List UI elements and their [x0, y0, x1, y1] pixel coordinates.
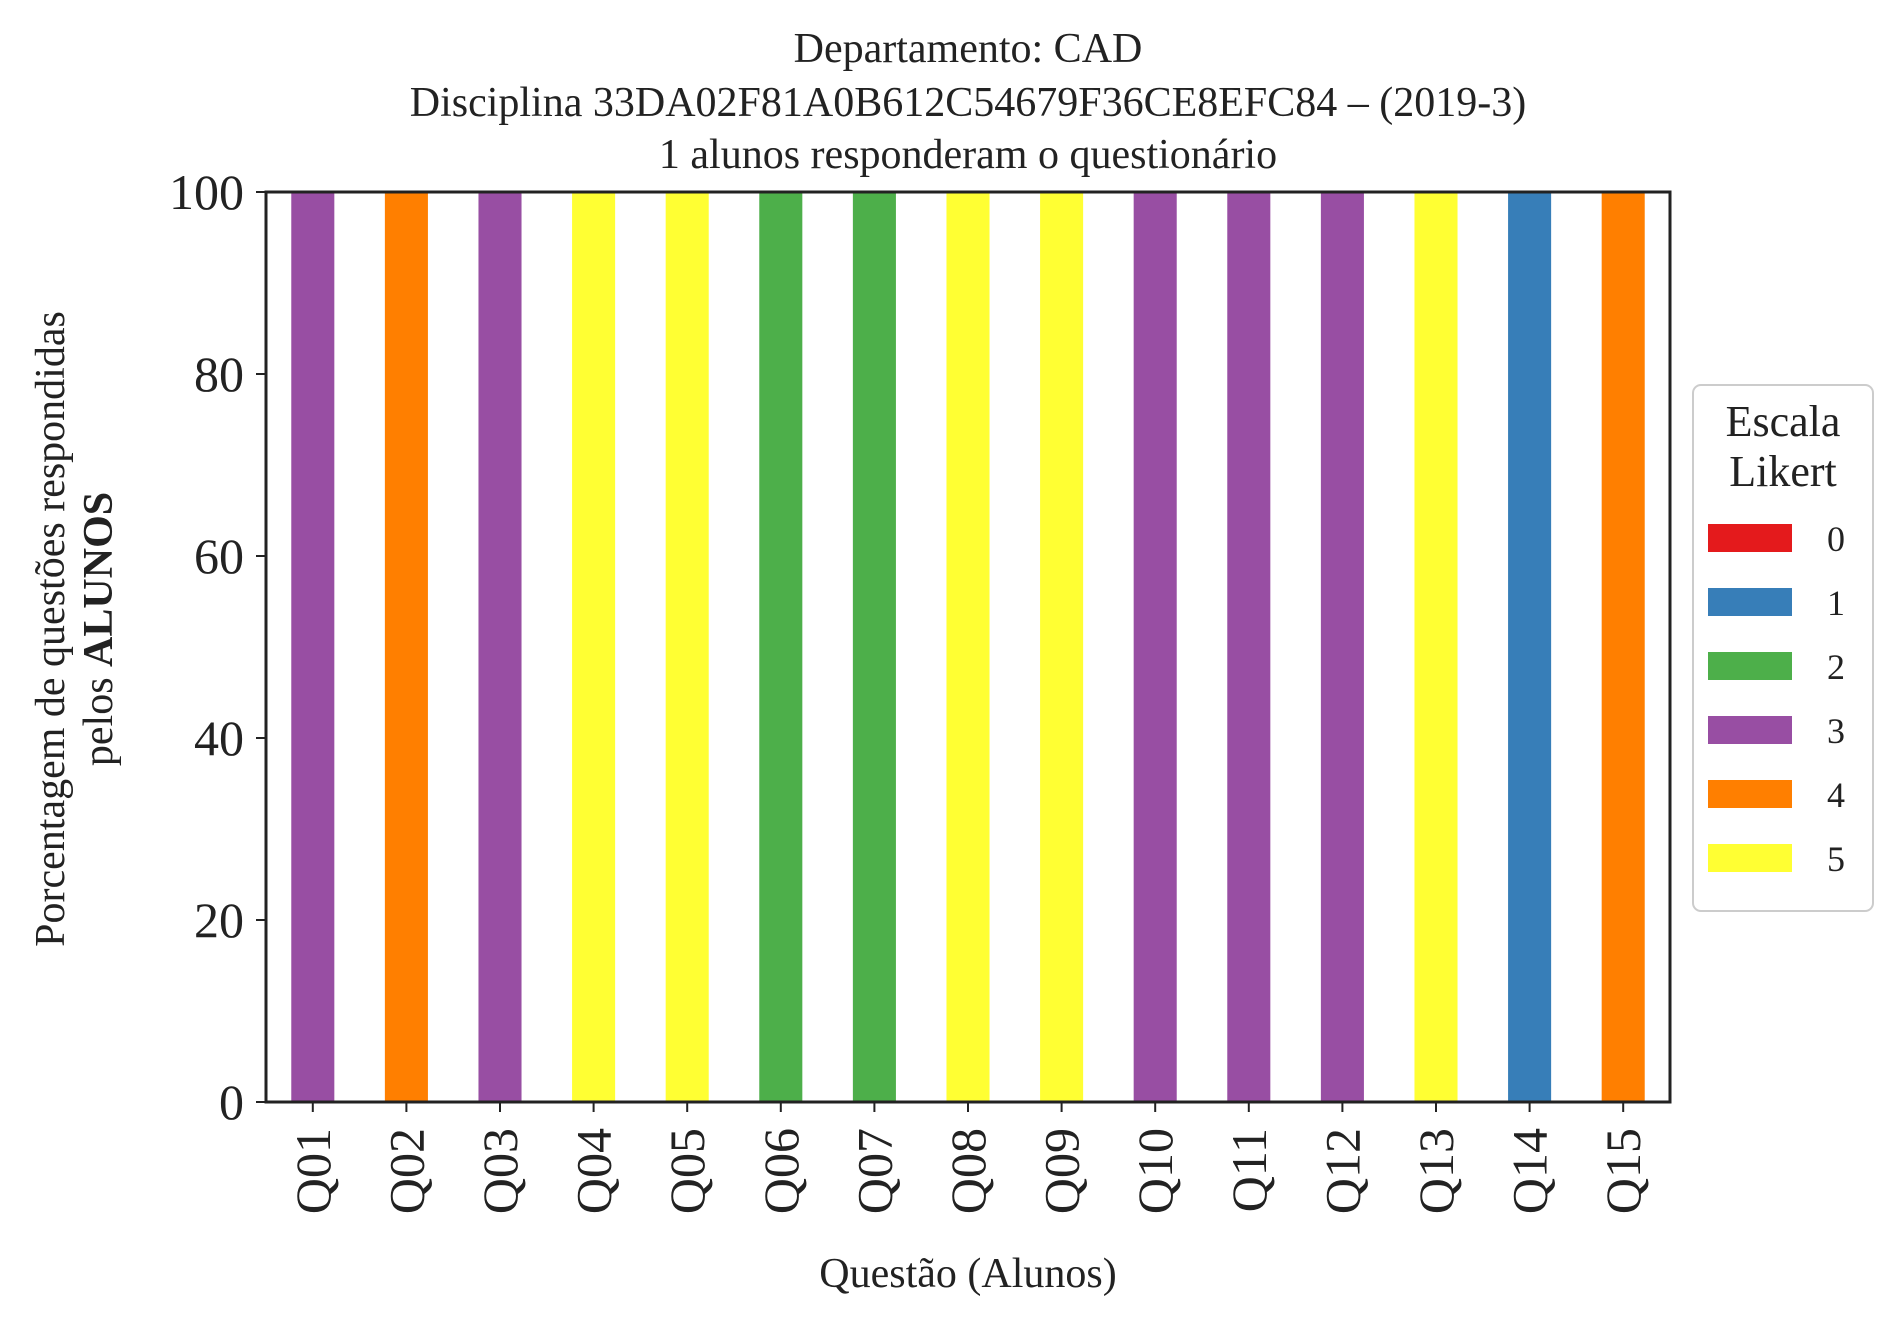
y-axis-label-line-2: pelos ALUNOS: [76, 492, 122, 766]
x-tick-label-q05: Q05: [659, 1128, 715, 1214]
legend-label-4: 4: [1827, 775, 1845, 815]
x-tick-label-q02: Q02: [378, 1128, 434, 1214]
bar-q08-level-5: [946, 192, 990, 1102]
bar-q13-level-5: [1414, 192, 1458, 1102]
bar-q12-level-3: [1320, 192, 1364, 1102]
x-tick-label-q01: Q01: [285, 1128, 341, 1214]
x-tick-label-q07: Q07: [846, 1128, 902, 1214]
legend-swatch-1: [1708, 588, 1792, 616]
plot-frame: [264, 190, 1672, 1104]
bar-q02-level-4: [384, 192, 428, 1102]
bar-q09-level-5: [1040, 192, 1084, 1102]
bar-q10-level-3: [1133, 192, 1177, 1102]
y-ticks-group: 0 20 40 60 80 100: [169, 164, 266, 1130]
y-axis-label-prefix: pelos: [76, 667, 122, 766]
x-axis-label: Questão (Alunos): [819, 1251, 1116, 1297]
x-tick-label-q14: Q14: [1502, 1128, 1558, 1214]
legend-swatch-5: [1708, 844, 1792, 872]
legend: Escala Likert 0 1 2 3 4 5: [1692, 384, 1874, 912]
title-line-1: Departamento: CAD: [794, 26, 1143, 72]
bar-q04-level-5: [572, 192, 616, 1102]
bar-q14-level-1: [1508, 192, 1552, 1102]
x-tick-label-q03: Q03: [472, 1128, 528, 1214]
bar-q07-level-2: [852, 192, 896, 1102]
y-tick-label: 20: [194, 892, 244, 948]
y-tick-label: 60: [194, 528, 244, 584]
y-axis-label: Porcentagem de questões respondidas pelo…: [28, 311, 122, 947]
bar-q11-level-3: [1227, 192, 1271, 1102]
bars-group: [291, 192, 1645, 1102]
title-line-3: 1 alunos responderam o questionário: [659, 132, 1277, 178]
legend-label-0: 0: [1827, 519, 1845, 559]
x-ticks-group: Q01 Q02 Q03 Q04 Q05 Q06 Q07 Q08 Q09 Q10 Q11 Q12 Q13 Q…: [285, 1102, 1651, 1214]
legend-swatch-3: [1708, 716, 1792, 744]
legend-title-line-1: Escala: [1726, 397, 1841, 446]
legend-label-2: 2: [1827, 647, 1845, 687]
title-line-2: Disciplina 33DA02F81A0B612C54679F36CE8EF…: [410, 80, 1527, 126]
x-tick-label-q08: Q08: [940, 1128, 996, 1214]
bar-q01-level-3: [291, 192, 335, 1102]
legend-swatch-0: [1708, 524, 1792, 552]
y-axis-label-bold: ALUNOS: [76, 492, 122, 667]
x-tick-label-q11: Q11: [1221, 1128, 1277, 1212]
y-tick-label: 100: [169, 164, 244, 220]
legend-swatch-4: [1708, 780, 1792, 808]
legend-title-line-2: Likert: [1729, 447, 1837, 496]
y-tick-label: 0: [219, 1074, 244, 1130]
x-tick-label-q13: Q13: [1408, 1128, 1464, 1214]
x-tick-label-q15: Q15: [1595, 1128, 1651, 1214]
x-tick-label-q06: Q06: [753, 1128, 809, 1214]
y-axis-label-line-1: Porcentagem de questões respondidas: [28, 311, 74, 947]
x-tick-label-q09: Q09: [1034, 1128, 1090, 1214]
x-tick-label-q10: Q10: [1127, 1128, 1183, 1214]
legend-box: [1692, 384, 1874, 912]
legend-items: 0 1 2 3 4 5: [1708, 519, 1845, 879]
legend-label-5: 5: [1827, 839, 1845, 879]
legend-swatch-2: [1708, 652, 1792, 680]
x-tick-label-q04: Q04: [566, 1128, 622, 1214]
x-tick-label-q12: Q12: [1314, 1128, 1370, 1214]
bar-q15-level-4: [1601, 192, 1645, 1102]
y-tick-label: 80: [194, 346, 244, 402]
bar-q03-level-3: [478, 192, 522, 1102]
bar-q05-level-5: [665, 192, 709, 1102]
y-tick-label: 40: [194, 710, 244, 766]
legend-label-1: 1: [1827, 583, 1845, 623]
bar-q06-level-2: [759, 192, 803, 1102]
legend-label-3: 3: [1827, 711, 1845, 751]
chart-title: Departamento: CAD Disciplina 33DA02F81A0…: [410, 26, 1527, 178]
